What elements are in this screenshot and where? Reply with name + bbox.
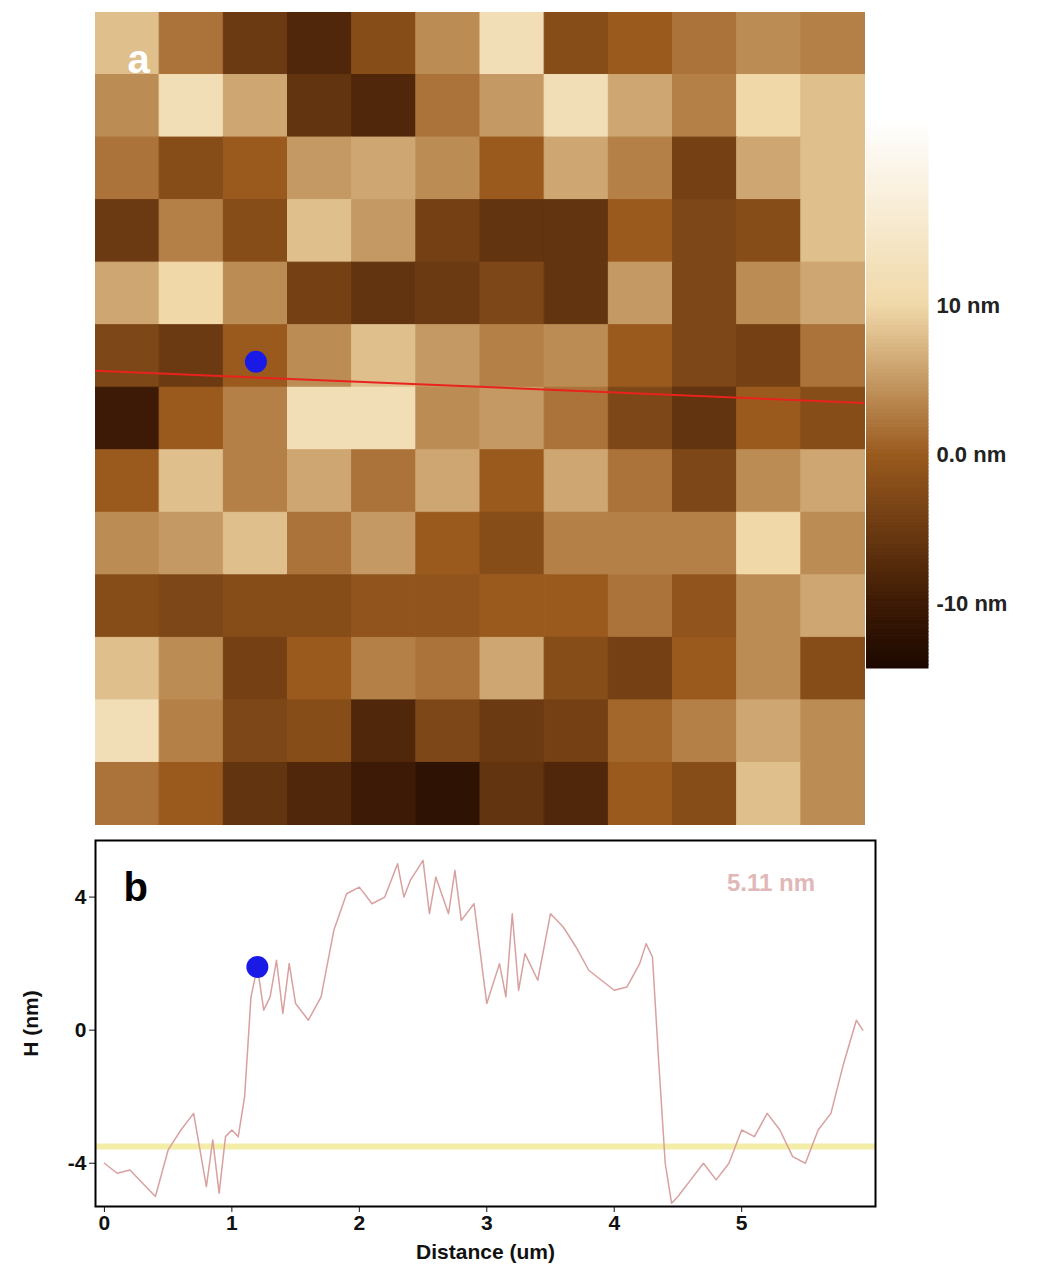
- svg-text:5: 5: [736, 1211, 748, 1234]
- svg-text:-10 nm: -10 nm: [937, 591, 1008, 616]
- svg-text:5.11 nm: 5.11 nm: [727, 869, 815, 896]
- svg-text:0.0 nm: 0.0 nm: [937, 442, 1007, 467]
- svg-text:0: 0: [99, 1211, 111, 1234]
- svg-text:10 nm: 10 nm: [937, 293, 1001, 318]
- svg-text:0: 0: [75, 1018, 87, 1041]
- svg-text:1: 1: [226, 1211, 238, 1234]
- svg-text:2: 2: [353, 1211, 365, 1234]
- svg-text:4: 4: [75, 885, 87, 908]
- svg-text:a: a: [128, 37, 151, 81]
- svg-text:3: 3: [481, 1211, 493, 1234]
- svg-text:H (nm): H (nm): [19, 990, 42, 1057]
- svg-text:4: 4: [608, 1211, 620, 1234]
- svg-text:b: b: [124, 865, 148, 909]
- svg-text:-4: -4: [68, 1151, 87, 1174]
- svg-text:Distance (um): Distance (um): [416, 1240, 555, 1263]
